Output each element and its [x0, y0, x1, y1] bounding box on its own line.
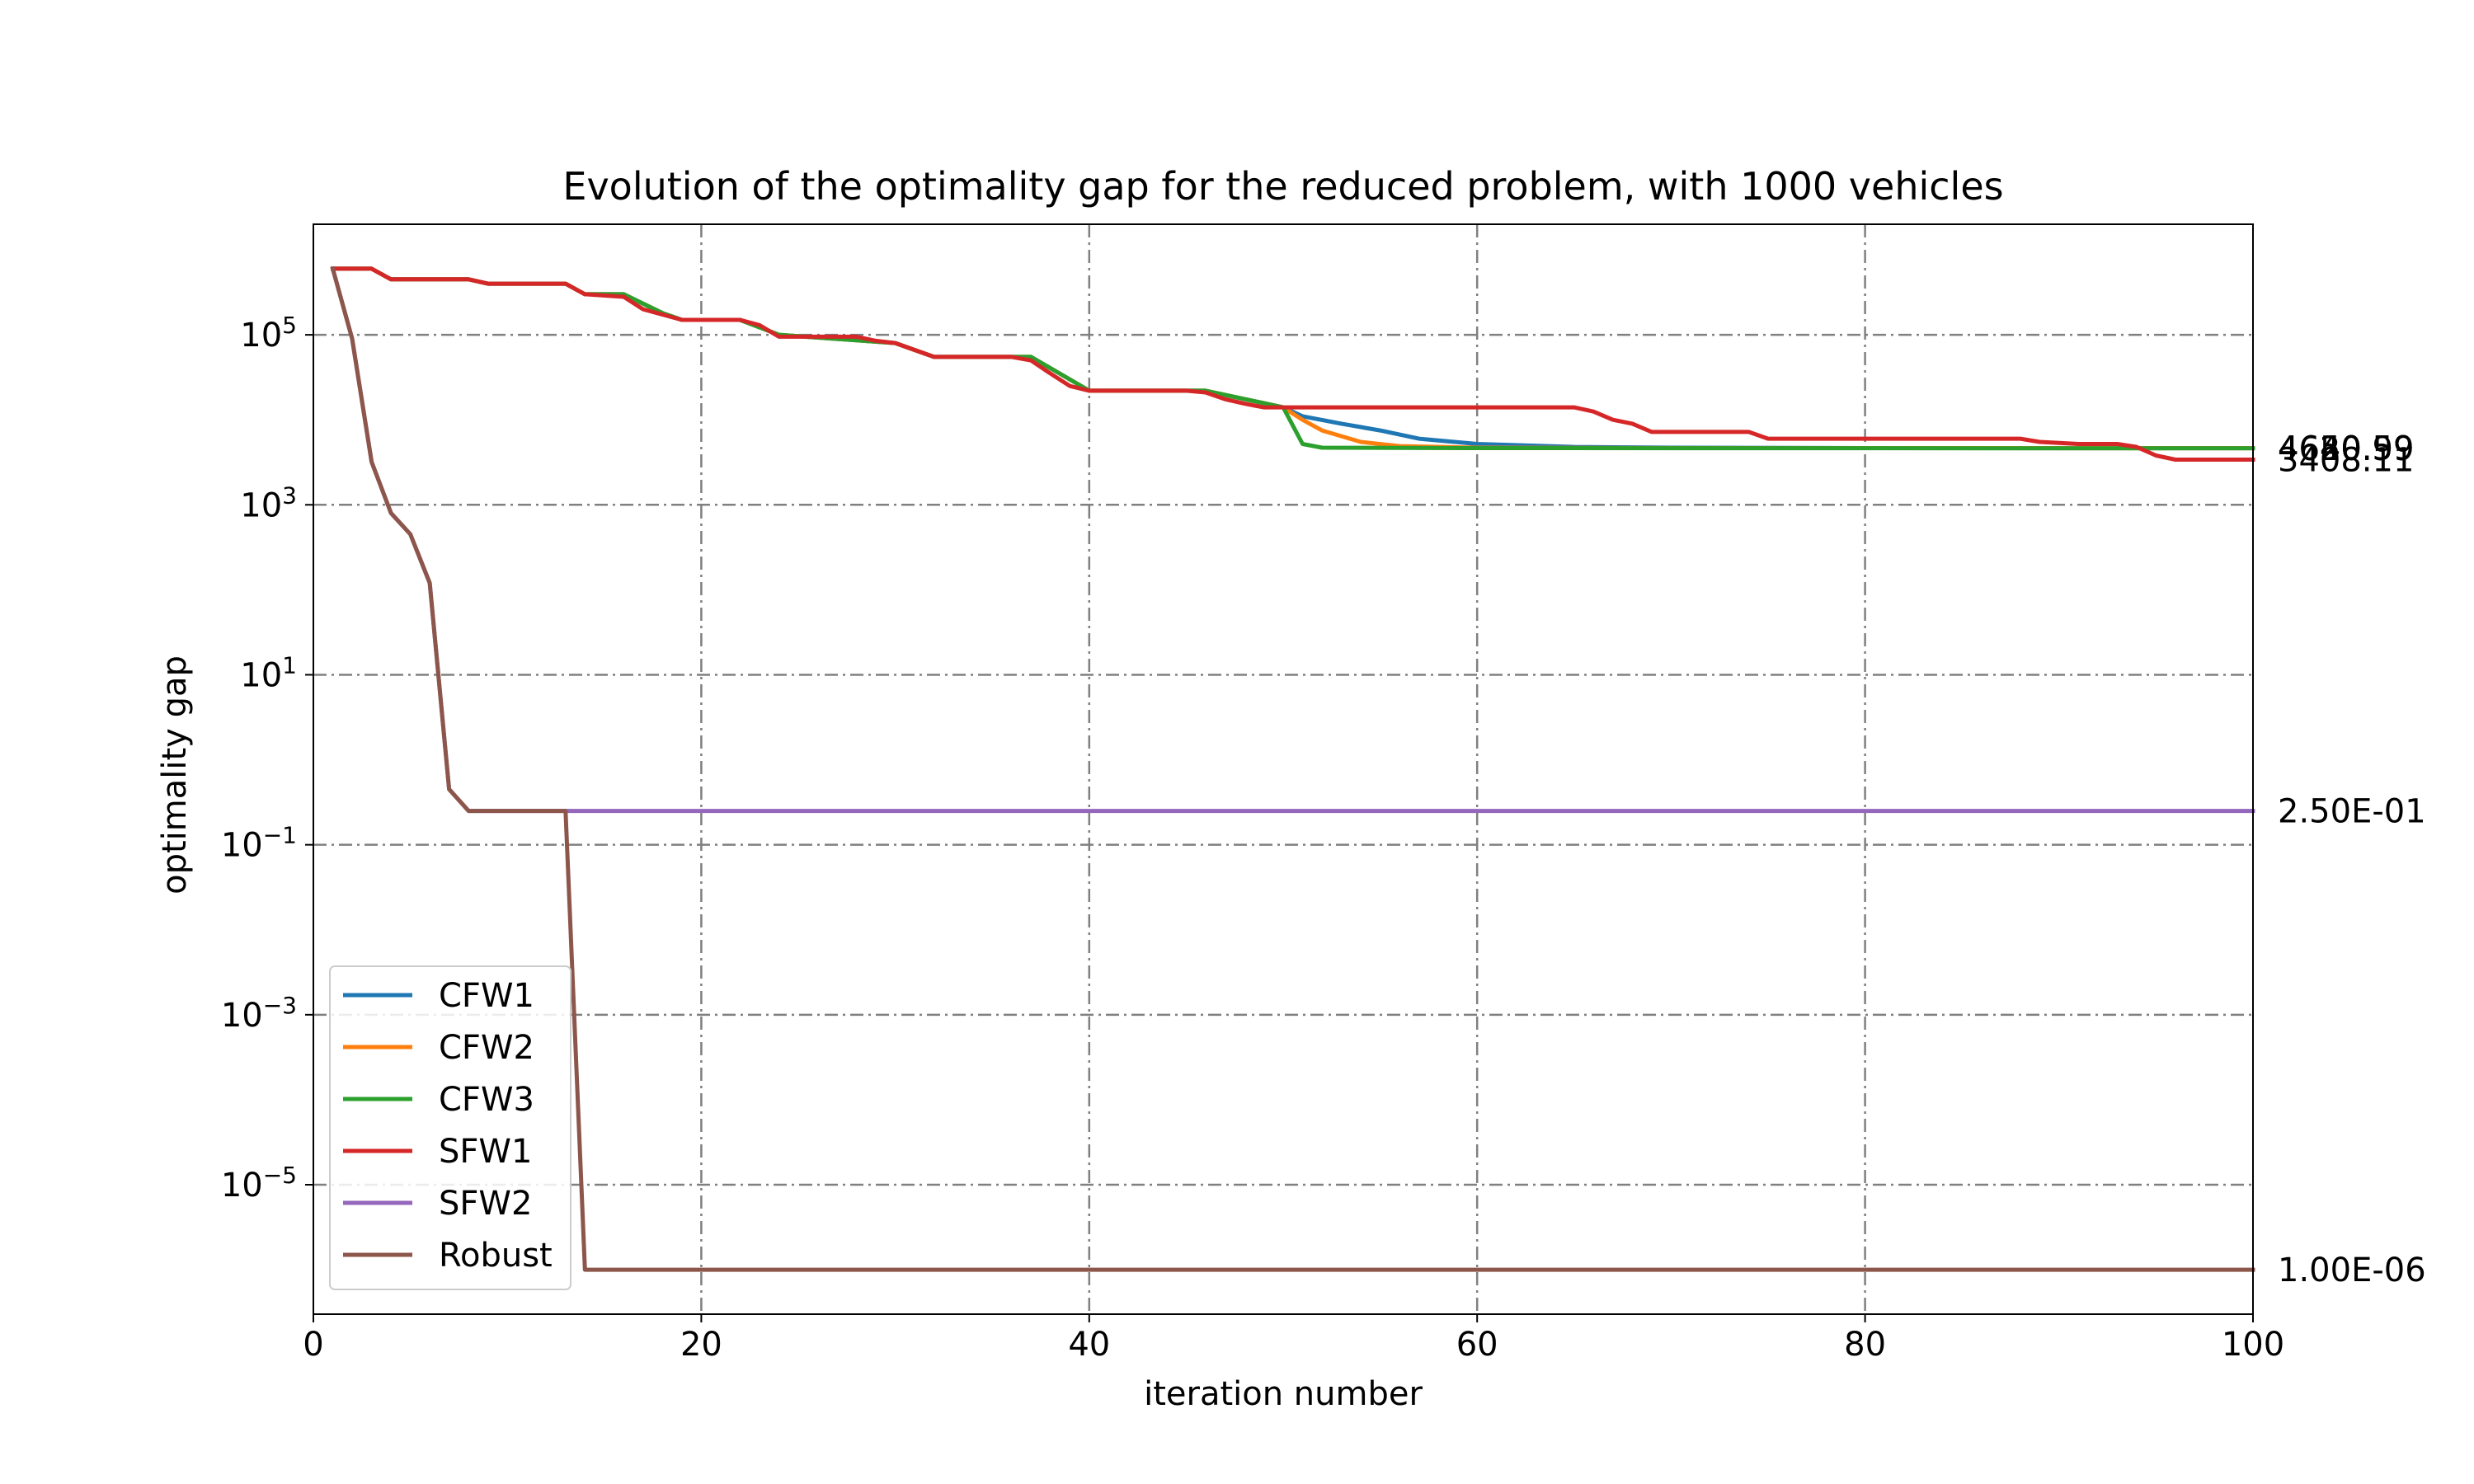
y-tick-label: 103 — [240, 481, 297, 524]
series-line-robust — [330, 265, 2255, 1272]
y-axis-label: optimality gap — [156, 655, 194, 895]
legend-label: Robust — [439, 1237, 553, 1275]
x-tick-label: 0 — [303, 1326, 323, 1364]
y-tick-label: 10−3 — [221, 992, 297, 1035]
axis-ticks: 0 20 40 60 80 100 105 103 101 10−1 10−3 10−5 — [221, 312, 2284, 1364]
end-value-label: 2.50E-01 — [2278, 793, 2426, 831]
y-tick-label: 105 — [240, 312, 297, 355]
series-lines — [330, 265, 2255, 1272]
end-value-label: 4650.59 — [2278, 430, 2414, 467]
series-line-sfw1 — [331, 266, 2255, 462]
x-tick-label: 100 — [2222, 1326, 2284, 1364]
end-value-label: 3408.11 — [2278, 441, 2414, 479]
x-axis-label: iteration number — [1144, 1375, 1423, 1413]
y-tick-label: 10−1 — [221, 822, 297, 865]
axes-frame — [313, 223, 2254, 1315]
end-value-label: 4620.99 — [2278, 430, 2414, 468]
legend: CFW1 CFW2 CFW3 SFW1 SFW2 Robust — [329, 965, 571, 1290]
legend-label: SFW2 — [439, 1185, 532, 1223]
x-tick-label: 80 — [1844, 1326, 1886, 1364]
y-tick-label: 10−5 — [221, 1162, 297, 1205]
x-tick-label: 60 — [1456, 1326, 1498, 1364]
end-value-label: 1.00E-06 — [2278, 1252, 2426, 1289]
x-tick-label: 20 — [680, 1326, 722, 1364]
chart-title: Evolution of the optimality gap for the … — [562, 164, 2003, 209]
legend-label: CFW1 — [439, 977, 534, 1015]
x-tick-label: 40 — [1068, 1326, 1110, 1364]
legend-label: SFW1 — [439, 1133, 532, 1171]
y-tick-label: 101 — [240, 651, 297, 694]
legend-label: CFW3 — [439, 1081, 534, 1119]
end-value-label: 4640.59 — [2278, 430, 2414, 468]
legend-label: CFW2 — [439, 1029, 534, 1067]
